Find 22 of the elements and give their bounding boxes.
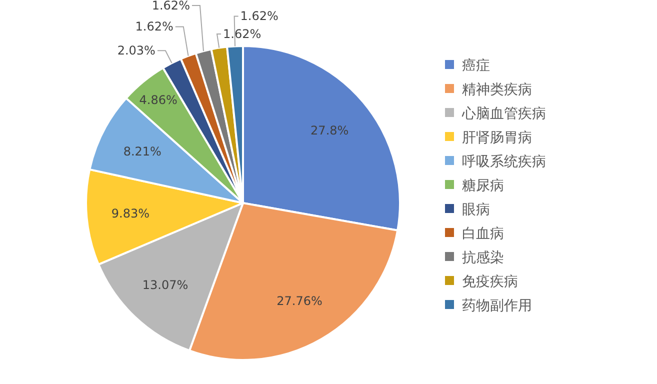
legend-label: 癌症 bbox=[462, 58, 490, 74]
data-label: 1.62% bbox=[223, 26, 262, 41]
data-label: 4.86% bbox=[139, 92, 178, 107]
legend-label: 呼吸系统疾病 bbox=[462, 154, 546, 170]
legend-label: 肝肾肠胃病 bbox=[462, 130, 532, 146]
data-label: 1.62% bbox=[135, 20, 174, 34]
data-label: 1.62% bbox=[240, 9, 278, 24]
legend-label: 糖尿病 bbox=[462, 178, 504, 194]
legend-label: 抗感染 bbox=[462, 250, 504, 266]
data-label: 1.62% bbox=[152, 0, 190, 12]
data-label: 2.03% bbox=[117, 44, 156, 58]
data-label: 27.8% bbox=[310, 123, 349, 138]
legend-label: 精神类疾病 bbox=[462, 82, 532, 98]
data-label: 13.07% bbox=[142, 278, 188, 292]
legend-label: 白血病 bbox=[462, 226, 504, 242]
data-label: 9.83% bbox=[111, 206, 150, 221]
legend-label: 心脑血管疾病 bbox=[461, 106, 546, 122]
legend-label: 免疫疾病 bbox=[462, 274, 518, 290]
legend-label: 药物副作用 bbox=[462, 298, 532, 314]
data-label: 27.76% bbox=[276, 294, 322, 308]
legend-label: 眼病 bbox=[462, 202, 490, 218]
data-label: 8.21% bbox=[123, 144, 162, 158]
